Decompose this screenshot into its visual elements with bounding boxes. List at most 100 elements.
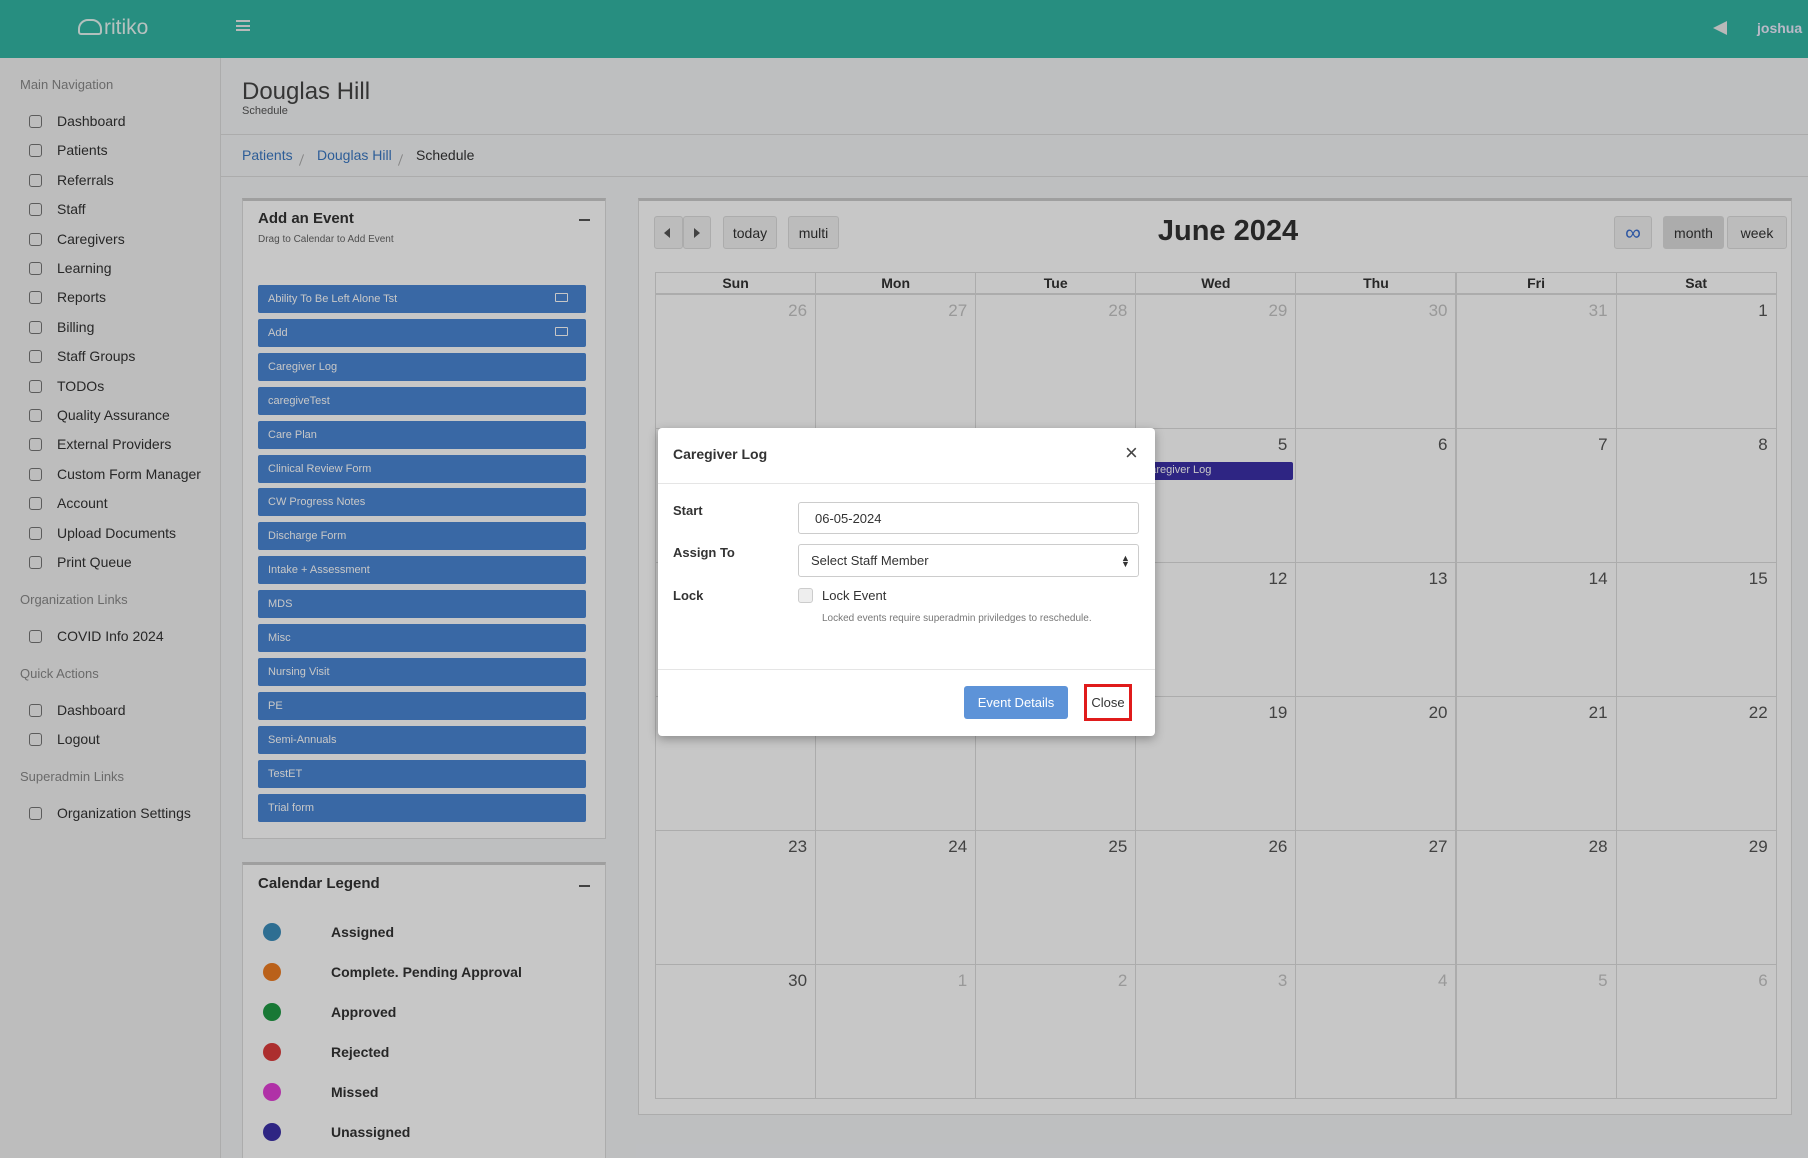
draggable-event[interactable]: caregiveTest [258, 386, 586, 415]
sidebar-link[interactable]: Referrals [57, 171, 114, 188]
breadcrumb[interactable]: Patients [242, 147, 293, 163]
sidebar-icon [29, 203, 42, 217]
field-label: Assign To [673, 545, 735, 560]
sidebar-link[interactable]: Staff [57, 201, 86, 218]
sidebar-link[interactable]: Account [57, 495, 108, 512]
sidebar-link[interactable]: Billing [57, 318, 95, 335]
sidebar-link[interactable]: Print Queue [57, 554, 132, 570]
sidebar-icon [29, 704, 42, 717]
date-input[interactable]: 06-05-2024 [798, 502, 1139, 534]
sidebar-link[interactable]: Organization Settings [57, 805, 191, 822]
modal-close-x[interactable]: × [1125, 440, 1138, 465]
day-cell[interactable]: 6 [1615, 964, 1777, 1099]
sidebar-section-title: Superadmin Links [20, 769, 125, 785]
field-label: Lock [673, 588, 704, 603]
menu-toggle[interactable] [236, 20, 250, 31]
week-button[interactable]: week [1727, 216, 1787, 249]
sidebar-link[interactable]: Staff Groups [57, 348, 136, 365]
draggable-event[interactable]: TestET [258, 759, 586, 788]
sidebar-icon [29, 409, 42, 422]
user-name[interactable]: joshua [1757, 20, 1803, 36]
draggable-event[interactable]: Caregiver Log [258, 352, 586, 381]
sidebar-link[interactable]: TODOs [57, 377, 105, 394]
calendar-event[interactable]: Caregiver Log [1138, 462, 1294, 480]
draggable-event[interactable]: Semi-Annuals [258, 725, 586, 754]
day-number: 25 [1108, 837, 1128, 856]
staff-select[interactable]: Select Staff Member ▲ ▼ [798, 544, 1139, 577]
input-value: 06-05-2024 [815, 510, 882, 526]
multi-button[interactable]: multi [788, 216, 839, 249]
close-button[interactable]: Close [1084, 684, 1132, 721]
day-number: 22 [1748, 703, 1768, 722]
day-number: 29 [1268, 301, 1288, 320]
month-button[interactable]: month [1663, 216, 1724, 249]
sidebar-link[interactable]: Upload Documents [57, 524, 177, 541]
sidebar-section-title: Main Navigation [20, 77, 114, 92]
sidebar-link[interactable]: External Providers [57, 436, 172, 453]
lock-checkbox[interactable] [798, 588, 813, 603]
day-number: 29 [1748, 837, 1768, 856]
sidebar-link[interactable]: COVID Info 2024 [57, 628, 164, 644]
day-number: 5 [1598, 971, 1608, 990]
legend-dot [263, 1002, 281, 1021]
draggable-event-label: Trial form [268, 801, 315, 814]
sidebar-link[interactable]: Learning [57, 260, 112, 276]
sidebar-link[interactable]: Dashboard [57, 113, 126, 129]
sidebar-link[interactable]: Caregivers [57, 230, 125, 247]
collapse-button[interactable] [579, 885, 590, 887]
day-cell[interactable]: 5 Caregiver Log [1135, 428, 1297, 563]
draggable-event-label: Intake + Assessment [268, 564, 370, 577]
infinite-button[interactable]: ∞ [1614, 216, 1652, 249]
notifications-icon[interactable] [1713, 21, 1727, 35]
draggable-event[interactable]: Nursing Visit [258, 657, 586, 686]
monitor-icon [555, 293, 568, 302]
day-number: 19 [1268, 703, 1288, 722]
day-number: 23 [788, 837, 808, 856]
field-label: Start [673, 503, 703, 518]
event-details-button[interactable]: Event Details [964, 686, 1068, 719]
sidebar-link[interactable]: Patients [57, 142, 108, 159]
draggable-event-label: Care Plan [268, 428, 317, 441]
sidebar-icon [29, 115, 42, 128]
draggable-event-label: Misc [268, 632, 291, 644]
sidebar-link[interactable]: Custom Form Manager [57, 465, 201, 482]
panel-title: Calendar Legend [258, 875, 380, 892]
breadcrumb[interactable]: Douglas Hill [317, 147, 392, 163]
sidebar-icon [29, 350, 42, 364]
sidebar-link[interactable]: Reports [57, 289, 107, 306]
sidebar-icon [29, 320, 42, 334]
day-number: 27 [948, 301, 968, 320]
draggable-event[interactable]: Intake + Assessment [258, 556, 586, 585]
draggable-event[interactable]: Misc [258, 624, 586, 652]
modal: Caregiver Log × Start 06-05-2024 Assign To Se… [658, 428, 1155, 736]
draggable-event[interactable]: PE [258, 691, 586, 720]
sidebar-icon [29, 497, 42, 511]
legend-label: Unassigned [331, 1123, 411, 1140]
draggable-event[interactable]: Clinical Review Form [258, 454, 586, 483]
draggable-event[interactable]: Add [258, 318, 586, 347]
sidebar-link[interactable]: Dashboard [57, 702, 126, 718]
draggable-event[interactable]: Discharge Form [258, 522, 586, 551]
draggable-event[interactable]: Trial form [258, 793, 586, 822]
today-button[interactable]: today [723, 216, 777, 249]
sidebar-icon [29, 630, 42, 643]
sidebar-link[interactable]: Logout [57, 731, 100, 748]
collapse-button[interactable] [579, 219, 590, 221]
brand-logo [78, 19, 102, 35]
add-event-panel: Add an Event Drag to Calendar to Add Even… [242, 198, 606, 839]
draggable-event[interactable]: Care Plan [258, 420, 586, 449]
draggable-event-label: Add [268, 326, 288, 339]
day-number: 14 [1588, 569, 1608, 588]
draggable-event-label: TestET [268, 767, 303, 780]
panel-title: Add an Event [258, 210, 354, 227]
sidebar-link[interactable]: Quality Assurance [57, 407, 170, 423]
legend-dot [263, 1082, 281, 1101]
draggable-event[interactable]: MDS [258, 590, 586, 619]
draggable-event[interactable]: Ability To Be Left Alone Tst [258, 285, 586, 313]
day-number: 26 [788, 301, 808, 320]
draggable-event[interactable]: CW Progress Notes [258, 488, 586, 517]
day-number: 28 [1108, 301, 1128, 320]
sidebar-icon [29, 526, 42, 540]
legend-dot [263, 1042, 281, 1061]
